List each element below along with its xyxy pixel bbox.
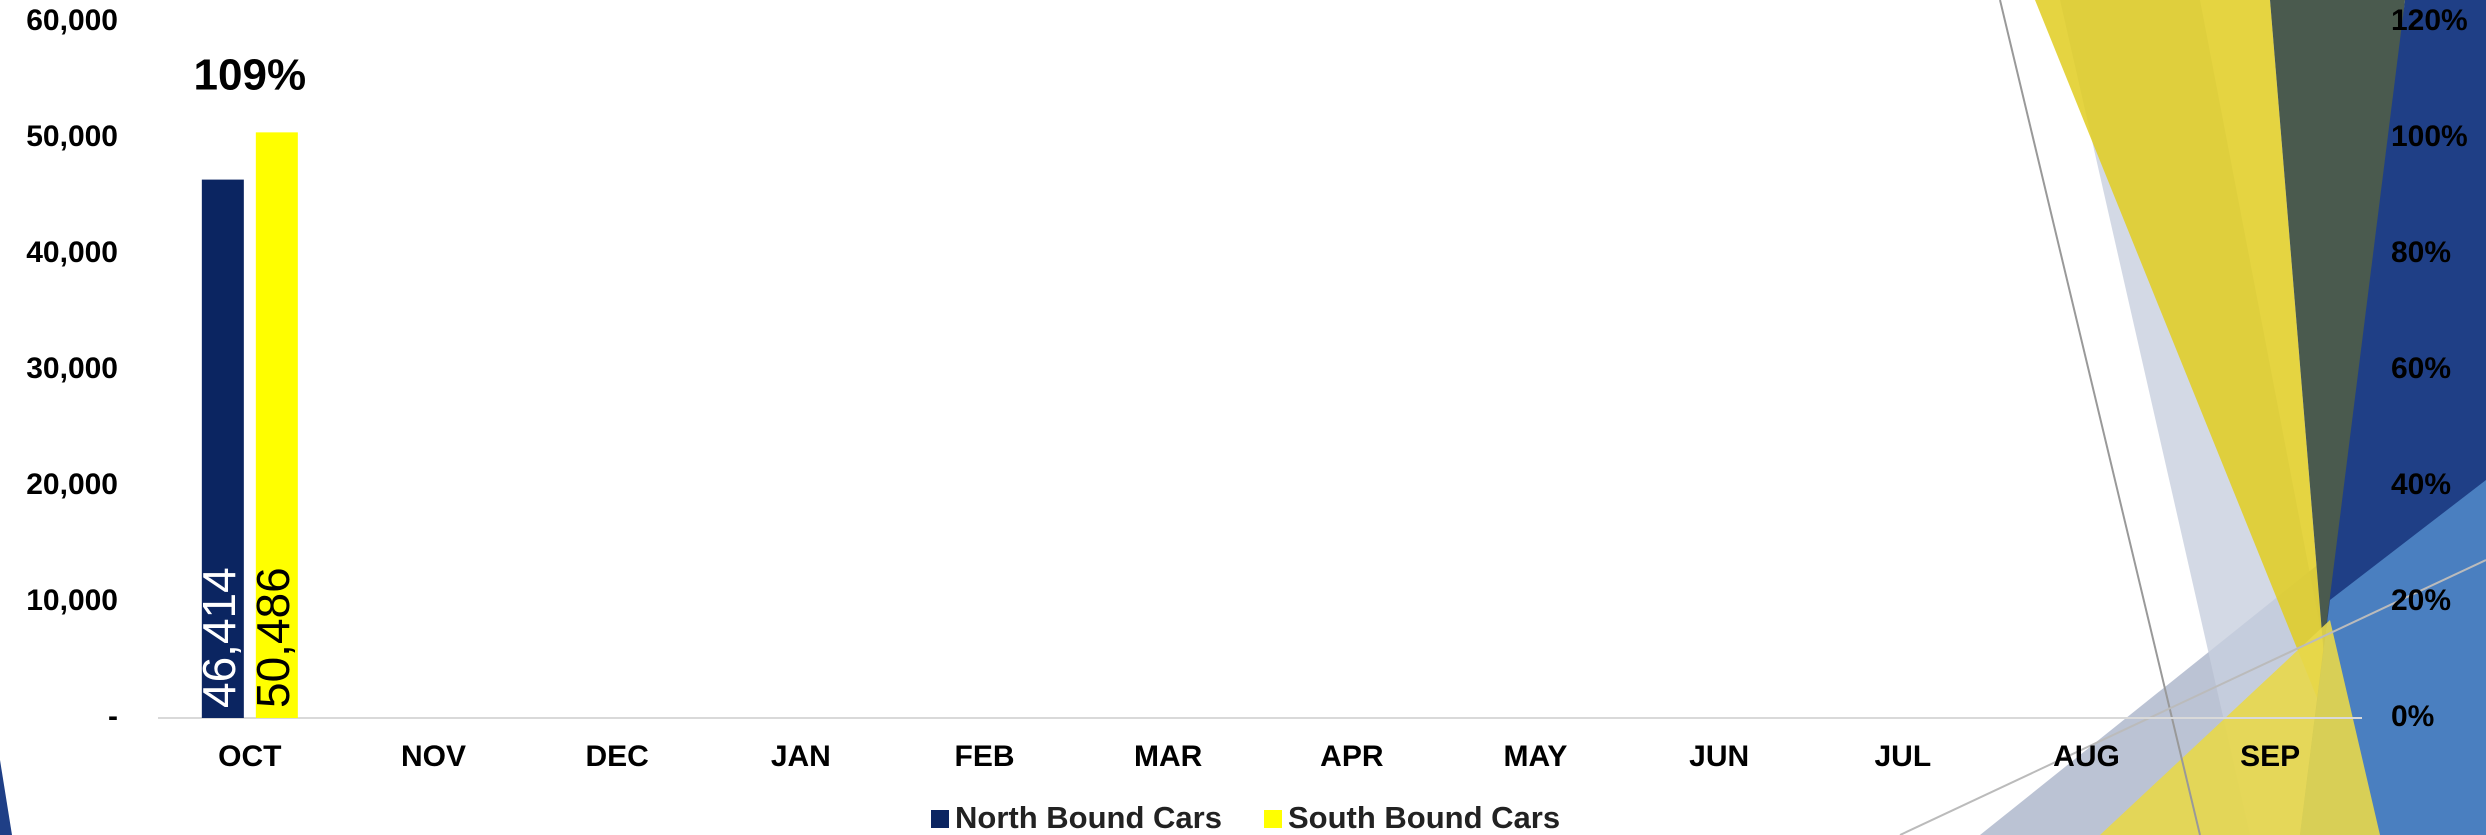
x-tick-label: MAY [1504,740,1568,773]
y2-tick-label: 120% [2391,4,2468,37]
x-tick-label: DEC [585,740,648,773]
ratio-label: 109% [194,50,307,99]
y-tick-label: 30,000 [26,352,118,385]
y-tick-label: 50,000 [26,120,118,153]
y2-tick-label: 40% [2391,468,2451,501]
y2-tick-label: 60% [2391,352,2451,385]
y-tick-label: 20,000 [26,468,118,501]
y2-tick-label: 0% [2391,700,2434,733]
x-tick-label: OCT [218,740,281,773]
bar [201,179,244,718]
legend-label: North Bound Cars [955,800,1222,835]
y-tick-label: 60,000 [26,4,118,37]
x-tick-label: AUG [2053,740,2120,773]
legend-label: South Bound Cars [1288,800,1560,835]
x-tick-label: APR [1320,740,1384,773]
y2-tick-label: 100% [2391,120,2468,153]
value-label: 50,486 [247,567,299,708]
x-tick-label: JAN [771,740,831,773]
y-tick-label: - [108,700,118,733]
y-tick-label: 10,000 [26,584,118,617]
legend-swatch [1264,810,1282,828]
x-tick-label: JUL [1874,740,1931,773]
x-tick-label: MAR [1134,740,1203,773]
bar [255,132,298,718]
y-tick-label: 40,000 [26,236,118,269]
y2-tick-label: 20% [2391,584,2451,617]
x-tick-label: SEP [2240,740,2300,773]
value-label: 46,414 [193,567,245,708]
legend-swatch [931,810,949,828]
x-tick-label: FEB [955,740,1015,773]
x-tick-label: JUN [1689,740,1749,773]
x-tick-label: NOV [401,740,466,773]
y2-tick-label: 80% [2391,236,2451,269]
